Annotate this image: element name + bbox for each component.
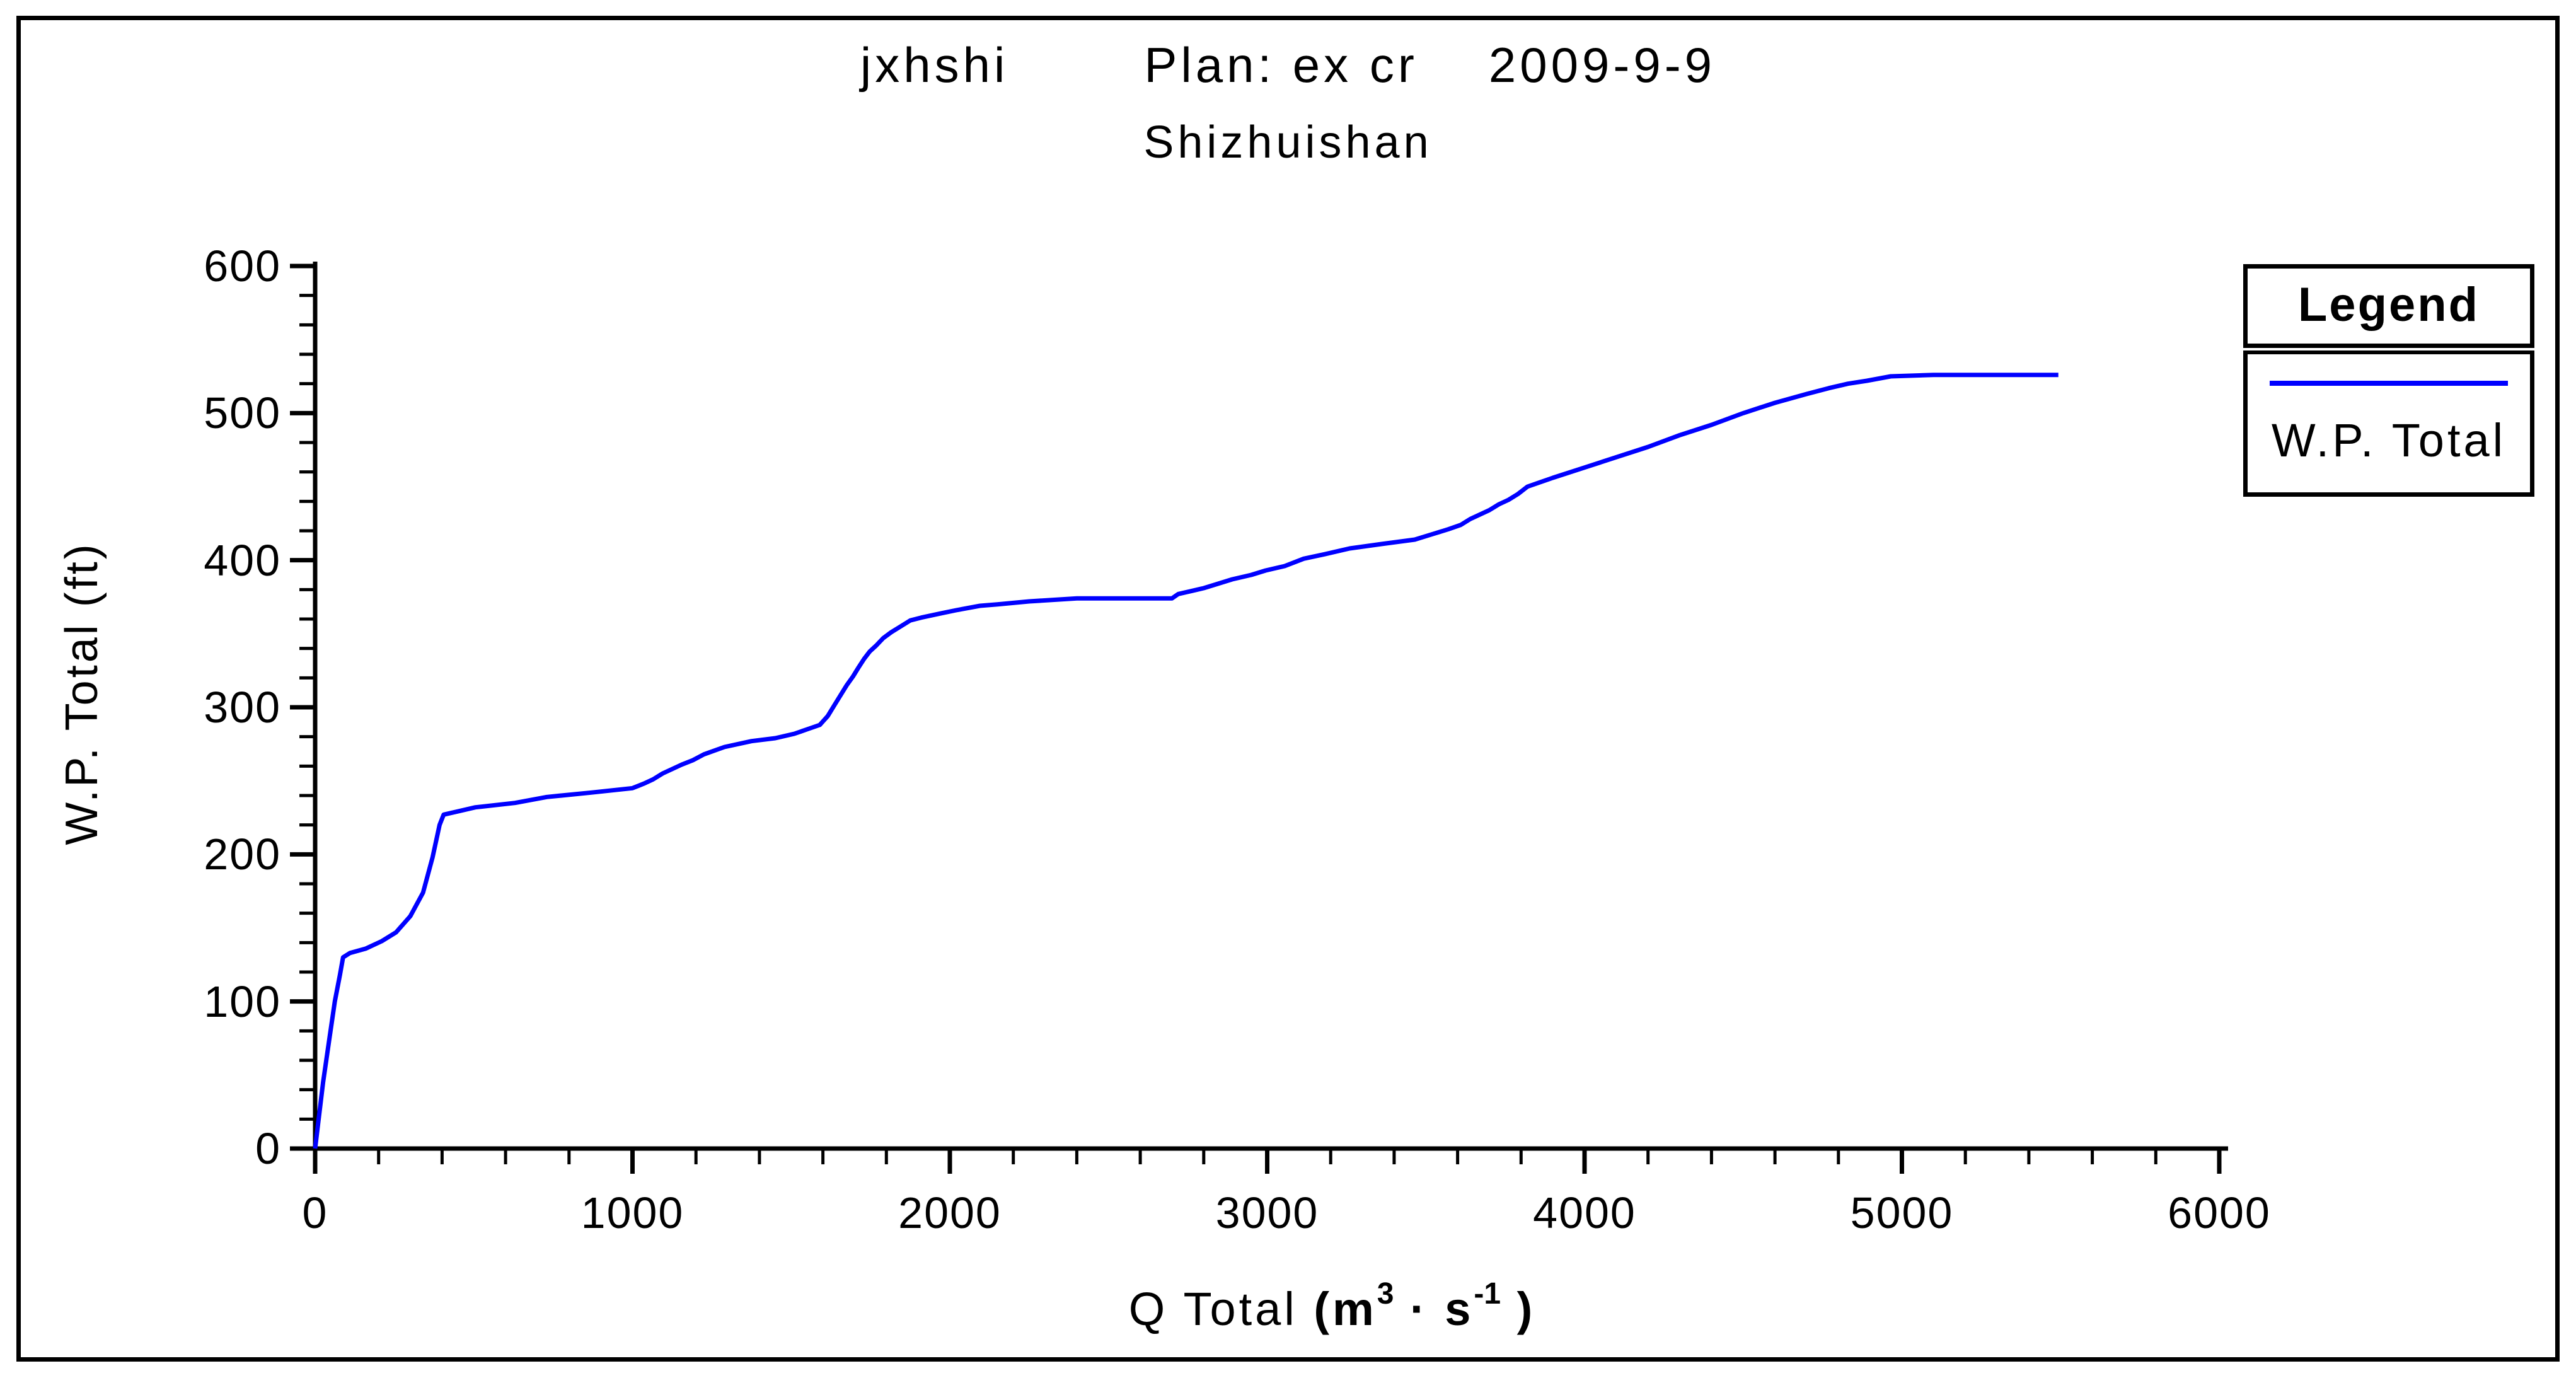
- title-plan: Plan: ex cr: [1144, 37, 1418, 93]
- x-tick-label: 3000: [1215, 1188, 1319, 1237]
- y-tick-label: 100: [204, 976, 281, 1026]
- x-tick-label: 0: [302, 1188, 328, 1237]
- legend: Legend W.P. Total: [2243, 264, 2534, 497]
- x-tick-label: 5000: [1850, 1188, 1954, 1237]
- chart-title: jxhshi Plan: ex cr 2009-9-9: [0, 37, 2576, 94]
- x-tick-label: 6000: [2168, 1188, 2271, 1237]
- x-axis-title-text: Q Total: [1128, 1283, 1314, 1335]
- x-tick-label: 1000: [580, 1188, 684, 1237]
- y-tick-label: 0: [255, 1124, 281, 1173]
- outer-border: [16, 16, 2560, 1362]
- title-project: jxhshi: [860, 37, 1009, 93]
- y-tick-label: 400: [204, 535, 281, 585]
- y-tick-label: 600: [204, 241, 281, 291]
- x-tick-label: 4000: [1533, 1188, 1636, 1237]
- legend-line-sample: [2270, 381, 2508, 386]
- y-tick-label: 300: [204, 683, 281, 732]
- legend-entry: W.P. Total: [2243, 350, 2534, 497]
- y-tick-label: 500: [204, 388, 281, 438]
- wp-total-curve: [313, 373, 2059, 1149]
- title-date: 2009-9-9: [1488, 37, 1716, 93]
- y-axis-title: W.P. Total (ft): [57, 541, 107, 845]
- x-axis-title: Q Total (m3 · s-1 ): [44, 1277, 2576, 1336]
- chart-subtitle: Shizhuishan: [1143, 117, 1433, 168]
- x-tick-label: 2000: [898, 1188, 1002, 1237]
- y-tick-label: 200: [204, 830, 281, 879]
- x-axis-unit: (m3 · s-1 ): [1314, 1277, 1536, 1335]
- legend-header: Legend: [2243, 264, 2534, 348]
- legend-entry-label: W.P. Total: [2271, 414, 2507, 466]
